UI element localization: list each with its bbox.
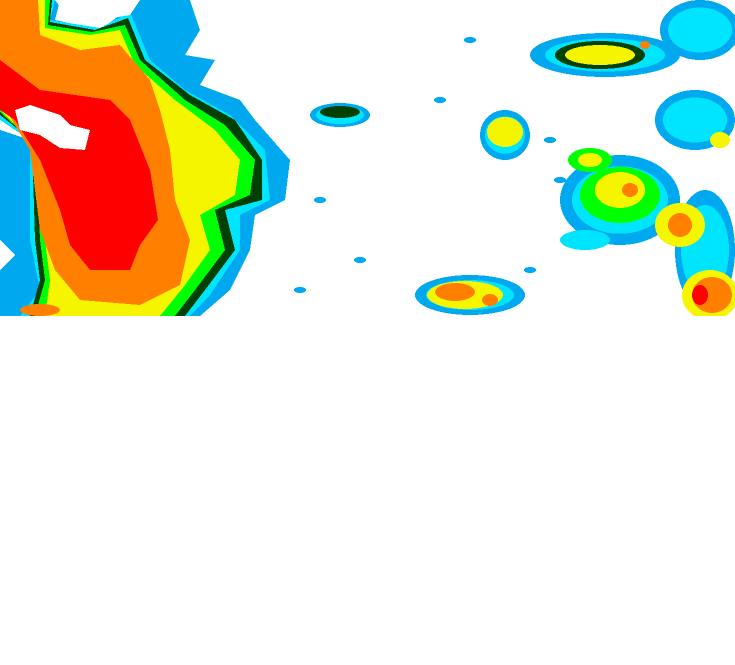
- radar-reflectivity-map: [0, 0, 735, 316]
- echo-yellow: [595, 172, 645, 208]
- echo-light-blue: [524, 267, 536, 273]
- echo-cyan: [663, 97, 727, 143]
- echo-yellow: [710, 132, 730, 148]
- echo-cyan: [560, 230, 610, 250]
- echo-dark-green: [320, 106, 360, 118]
- echo-light-blue: [464, 37, 476, 43]
- echo-light-blue: [354, 257, 366, 263]
- echo-gap: [15, 105, 90, 150]
- echo-light-blue: [314, 197, 326, 203]
- echo-light-blue: [544, 137, 556, 143]
- echo-cyan: [668, 7, 732, 53]
- echo-light-blue: [554, 177, 566, 183]
- echo-light-blue: [434, 97, 446, 103]
- echo-orange: [20, 304, 60, 316]
- echo-yellow: [578, 153, 602, 167]
- echo-yellow: [565, 45, 635, 65]
- echo-orange: [668, 213, 692, 237]
- echo-orange: [622, 183, 638, 197]
- echo-red: [692, 285, 708, 305]
- echo-gap: [55, 0, 140, 20]
- echo-orange: [482, 294, 498, 306]
- echo-orange: [640, 41, 650, 49]
- echo-yellow: [487, 117, 523, 147]
- echo-light-blue: [294, 287, 306, 293]
- echo-orange: [435, 283, 475, 301]
